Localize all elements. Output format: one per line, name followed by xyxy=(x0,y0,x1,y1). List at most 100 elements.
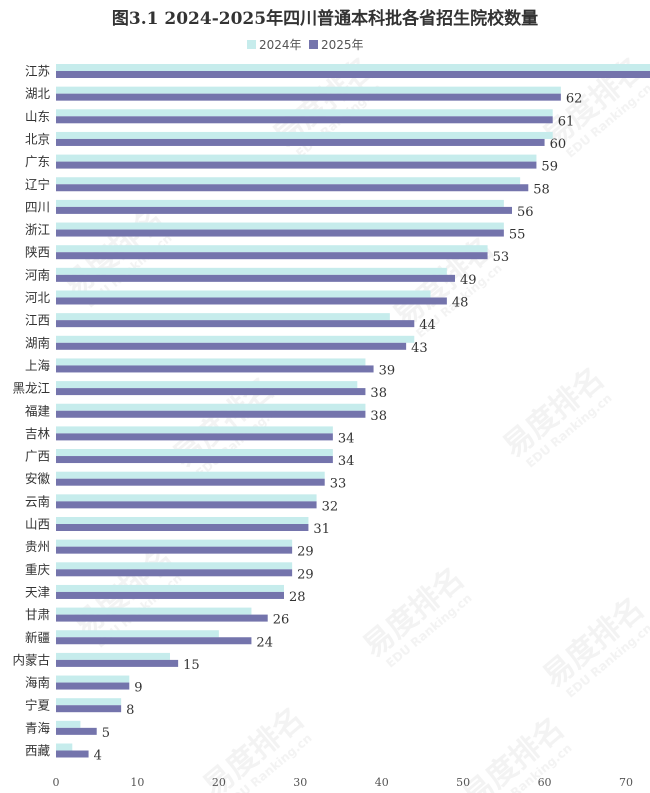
data-label: 43 xyxy=(411,341,428,356)
bar-row xyxy=(56,584,284,599)
legend-item: 2024年 xyxy=(247,38,302,52)
data-label: 39 xyxy=(379,363,396,378)
bar-row xyxy=(56,335,415,350)
category-label: 宁夏 xyxy=(25,698,51,713)
bar-2024 xyxy=(56,290,431,298)
data-label: 38 xyxy=(370,409,387,424)
category-labels: 江苏湖北山东北京广东辽宁四川浙江陕西河南河北江西湖南上海黑龙江福建吉林广西安徽云… xyxy=(12,64,50,759)
category-label: 江苏 xyxy=(25,64,50,79)
bar-2025 xyxy=(56,637,252,645)
data-label: 48 xyxy=(452,296,469,311)
bar-2024 xyxy=(56,335,415,343)
category-label: 陕西 xyxy=(25,245,50,260)
bar-2025 xyxy=(56,184,529,192)
bar-2024 xyxy=(56,154,537,162)
bar-2025 xyxy=(56,546,293,554)
bar-row xyxy=(56,471,325,486)
bar-row xyxy=(56,449,333,464)
bar-row xyxy=(56,562,293,577)
bar-2025 xyxy=(56,614,268,622)
bar-2025 xyxy=(56,750,89,758)
bar-2025 xyxy=(56,229,504,237)
bar-2025 xyxy=(56,161,537,169)
bar-2025 xyxy=(56,388,366,396)
x-tick-label: 40 xyxy=(375,776,389,789)
bar-row xyxy=(56,290,447,305)
data-label: 60 xyxy=(550,137,567,152)
bar-2025 xyxy=(56,456,333,464)
category-label: 辽宁 xyxy=(25,177,50,192)
bar-2024 xyxy=(56,743,73,751)
category-label: 湖北 xyxy=(25,86,51,101)
data-label: 55 xyxy=(509,228,526,243)
bar-row xyxy=(56,131,553,146)
data-label: 9 xyxy=(134,681,142,696)
x-tick-label: 10 xyxy=(130,776,144,789)
data-label: 15 xyxy=(183,658,200,673)
data-label: 32 xyxy=(322,499,339,514)
bar-2024 xyxy=(56,449,333,457)
category-label: 上海 xyxy=(25,358,51,373)
data-label: 58 xyxy=(533,182,550,197)
bar-row xyxy=(56,494,317,509)
legend-item: 2025年 xyxy=(309,38,364,52)
category-label: 河南 xyxy=(25,267,50,282)
bar-2025 xyxy=(56,274,455,282)
bar-2024 xyxy=(56,222,504,230)
category-label: 河北 xyxy=(25,290,51,305)
bar-2024 xyxy=(56,381,358,389)
bar-2024 xyxy=(56,109,553,117)
bar-2024 xyxy=(56,358,366,366)
category-label: 广西 xyxy=(25,449,50,464)
data-label: 31 xyxy=(313,522,330,537)
bar-row xyxy=(56,698,122,713)
category-label: 重庆 xyxy=(25,562,51,577)
data-label: 5 xyxy=(102,726,110,741)
bar-2024 xyxy=(56,471,325,479)
data-label: 49 xyxy=(460,273,477,288)
bar-2024 xyxy=(56,403,366,411)
data-label: 28 xyxy=(289,590,306,605)
category-label: 天津 xyxy=(25,584,50,599)
chart-title: 图3.1 2024-2025年四川普通本科批各省招生院校数量 xyxy=(112,8,538,29)
data-label: 34 xyxy=(338,431,355,446)
category-label: 湖南 xyxy=(25,335,50,350)
x-tick-label: 50 xyxy=(456,776,470,789)
bar-2024 xyxy=(56,539,293,547)
bars-group xyxy=(56,64,650,758)
bar-2025 xyxy=(56,478,325,486)
data-label: 56 xyxy=(517,205,534,220)
data-label: 53 xyxy=(493,250,510,265)
category-label: 吉林 xyxy=(25,426,51,441)
legend-label: 2025年 xyxy=(321,38,364,52)
bar-2024 xyxy=(56,131,553,139)
bar-row xyxy=(56,517,309,531)
bar-row xyxy=(56,426,333,441)
category-label: 海南 xyxy=(25,675,50,690)
bar-row xyxy=(56,539,293,554)
data-label: 33 xyxy=(330,477,347,492)
category-label: 山西 xyxy=(25,517,50,532)
bar-2024 xyxy=(56,652,170,660)
bar-2025 xyxy=(56,524,309,531)
category-label: 江西 xyxy=(25,313,50,328)
data-label: 4 xyxy=(94,749,102,764)
category-label: 云南 xyxy=(25,494,50,509)
bar-2025 xyxy=(56,93,561,101)
bar-row xyxy=(56,675,130,690)
bar-2024 xyxy=(56,607,252,615)
data-label: 29 xyxy=(297,545,314,560)
bar-2025 xyxy=(56,682,130,690)
value-labels: 7562616059585655534948444339383834343332… xyxy=(94,92,583,764)
bar-row xyxy=(56,222,504,237)
legend-swatch xyxy=(309,40,318,49)
bar-2024 xyxy=(56,245,488,253)
bar-row xyxy=(56,313,415,328)
bar-2025 xyxy=(56,320,415,328)
bar-row xyxy=(56,743,89,758)
bar-row xyxy=(56,630,252,645)
category-label: 贵州 xyxy=(25,539,50,554)
bar-2025 xyxy=(56,591,284,599)
